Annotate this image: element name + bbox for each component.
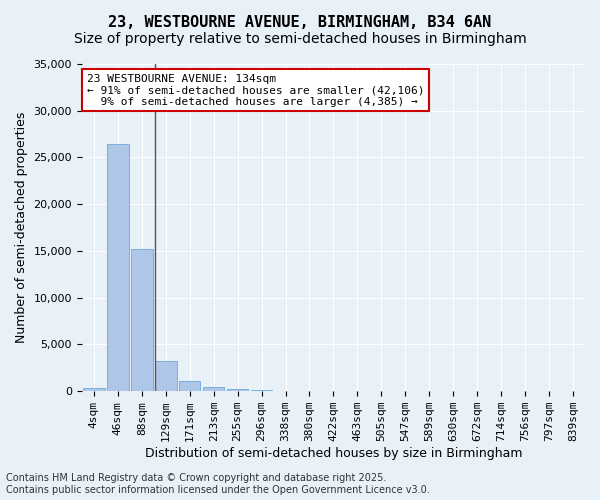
Text: Size of property relative to semi-detached houses in Birmingham: Size of property relative to semi-detach… [74, 32, 526, 46]
Bar [251, 390, 272, 391]
Bar [179, 381, 200, 391]
Bar [83, 388, 104, 391]
Bar [155, 362, 176, 391]
Text: Contains HM Land Registry data © Crown copyright and database right 2025.
Contai: Contains HM Land Registry data © Crown c… [6, 474, 430, 495]
Bar [227, 389, 248, 391]
Bar [203, 388, 224, 391]
X-axis label: Distribution of semi-detached houses by size in Birmingham: Distribution of semi-detached houses by … [145, 447, 522, 460]
Y-axis label: Number of semi-detached properties: Number of semi-detached properties [15, 112, 28, 344]
Bar [131, 248, 152, 391]
Text: 23, WESTBOURNE AVENUE, BIRMINGHAM, B34 6AN: 23, WESTBOURNE AVENUE, BIRMINGHAM, B34 6… [109, 15, 491, 30]
Text: 23 WESTBOURNE AVENUE: 134sqm
← 91% of semi-detached houses are smaller (42,106)
: 23 WESTBOURNE AVENUE: 134sqm ← 91% of se… [87, 74, 424, 107]
Bar [107, 144, 128, 391]
